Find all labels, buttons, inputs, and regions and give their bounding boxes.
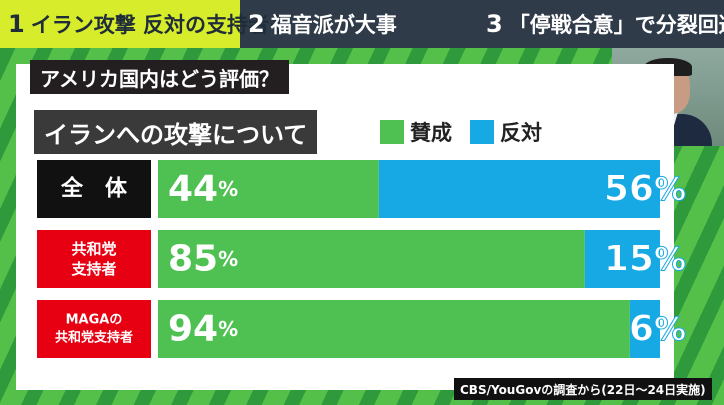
category-label: 全 体 bbox=[60, 176, 128, 202]
legend-approve: 賛成 bbox=[380, 117, 452, 147]
bar-oppose bbox=[378, 160, 660, 218]
topic-number: 2 bbox=[248, 10, 265, 38]
data-label-unit: % bbox=[218, 177, 238, 201]
legend-oppose-swatch bbox=[470, 120, 494, 144]
bar-oppose bbox=[584, 230, 660, 288]
category-label-box bbox=[37, 160, 151, 218]
source-footnote: CBS/YouGovの調査から(22日〜24日実施) bbox=[454, 378, 712, 400]
legend-oppose: 反対 bbox=[470, 117, 542, 147]
topic-label: 福音派が大事 bbox=[270, 13, 397, 37]
category-label: MAGAの bbox=[66, 313, 123, 328]
topic-item-3[interactable]: 3 「停戦合意」で分裂回避 bbox=[478, 0, 724, 48]
topic-bar: 1 イラン攻撃 反対の支持者も 2 福音派が大事 3 「停戦合意」で分裂回避 bbox=[0, 0, 724, 48]
category-label-box bbox=[37, 300, 151, 358]
bar-approve bbox=[158, 160, 379, 218]
data-label-unit: % bbox=[218, 317, 238, 341]
data-label-oppose: 15% bbox=[604, 239, 686, 280]
topic-label: 「停戦合意」で分裂回避 bbox=[508, 13, 724, 37]
data-label-unit: % bbox=[654, 170, 686, 208]
bar-approve bbox=[158, 300, 630, 358]
data-label-unit: % bbox=[218, 247, 238, 271]
bar-oppose bbox=[629, 300, 660, 358]
topic-number: 1 bbox=[8, 10, 25, 38]
topic-number: 3 bbox=[486, 10, 503, 38]
category-label: 共和党支持者 bbox=[55, 330, 133, 346]
category-label-box bbox=[37, 230, 151, 288]
data-label-unit: % bbox=[654, 240, 686, 278]
data-label-oppose: 6% bbox=[629, 309, 686, 350]
topic-label: イラン攻撃 反対の支持者も bbox=[30, 13, 291, 37]
legend-approve-swatch bbox=[380, 120, 404, 144]
topic-item-2[interactable]: 2 福音派が大事 bbox=[240, 0, 478, 48]
panel-subtitle: アメリカ国内はどう評価？ bbox=[30, 60, 289, 94]
legend-oppose-label: 反対 bbox=[500, 121, 542, 145]
category-label: 支持者 bbox=[70, 260, 116, 278]
data-label-unit: % bbox=[654, 310, 686, 348]
chart-title: イランへの攻撃について bbox=[34, 110, 318, 154]
data-label-oppose: 56% bbox=[604, 169, 686, 210]
topic-item-1[interactable]: 1 イラン攻撃 反対の支持者も bbox=[0, 0, 290, 48]
category-label: 共和党 bbox=[71, 240, 116, 258]
legend-approve-label: 賛成 bbox=[410, 121, 452, 145]
bar-approve bbox=[158, 230, 585, 288]
